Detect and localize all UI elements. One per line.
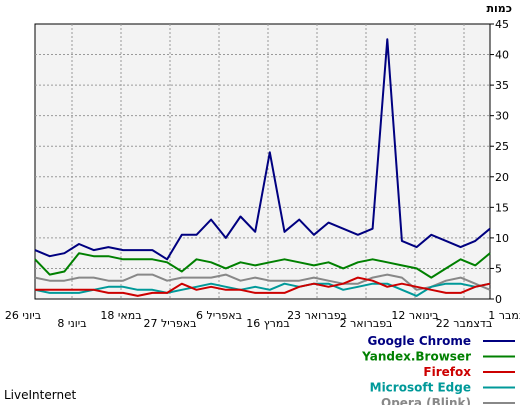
plot-background	[34, 23, 491, 300]
y-axis: 0 5 10 15 20 25 30 35 40 45	[490, 18, 509, 306]
y-axis-label: כמות	[487, 2, 512, 15]
y-tick-label: 20	[495, 171, 509, 184]
x-tick-label: 1 בדצמבר	[488, 309, 520, 322]
series-line-opera-blink-	[34, 273, 491, 291]
series-line-microsoft-edge	[34, 282, 491, 297]
x-tick-label: 26 ביוני	[5, 309, 41, 322]
brand-label: LiveInternet	[4, 388, 76, 402]
y-tick-label: 15	[495, 201, 509, 214]
y-tick-label: 25	[495, 140, 509, 153]
x-tick-label: 23 בפברואר	[287, 309, 347, 322]
legend-label: Yandex.Browser	[361, 350, 471, 364]
x-tick-label: 6 באפריל	[196, 309, 242, 322]
y-tick-label: 30	[495, 110, 509, 123]
x-tick-label: 12 בינואר	[391, 309, 438, 322]
y-tick-label: 35	[495, 79, 509, 92]
x-tick-label: 8 ביוני	[57, 317, 86, 330]
y-tick-label: 5	[495, 262, 502, 275]
x-tick-label: 22 בדצמבר	[436, 317, 492, 330]
y-tick-label: 40	[495, 49, 509, 62]
legend-label: Firefox	[423, 365, 471, 379]
series-line-yandex-browser	[34, 252, 491, 279]
y-tick-label: 0	[495, 293, 502, 306]
x-tick-label: 27 באפריל	[143, 317, 196, 330]
series-line-google-chrome	[34, 38, 491, 261]
x-tick-label: 2 בפברואר	[340, 317, 393, 330]
x-tick-label: 18 במאי	[100, 309, 141, 322]
series-line-firefox	[35, 276, 491, 297]
y-tick-label: 45	[495, 18, 509, 31]
legend-label: Google Chrome	[367, 334, 471, 348]
series-lines	[34, 38, 491, 297]
x-tick-label: 16 במרץ	[246, 317, 289, 330]
legend-label: Microsoft Edge	[370, 381, 471, 395]
legend-label: Opera (Blink)	[381, 396, 471, 405]
y-tick-label: 10	[495, 232, 509, 245]
